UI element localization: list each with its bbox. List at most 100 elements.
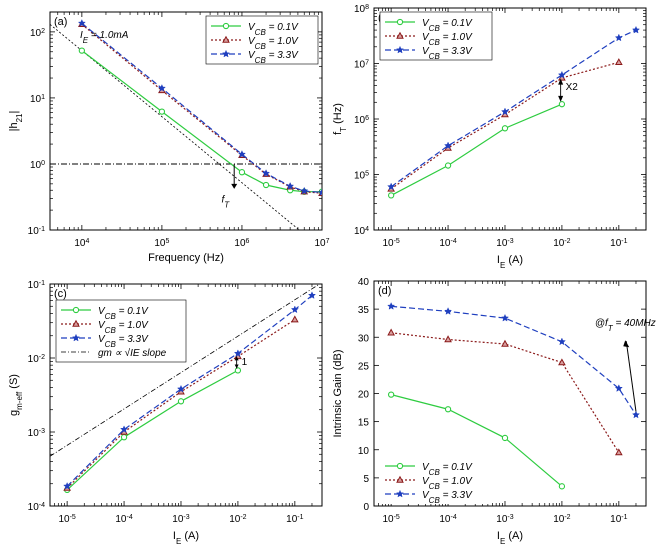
x-tick-label: 10-2 (553, 514, 570, 526)
legend-marker (396, 475, 404, 483)
data-point (262, 181, 270, 189)
data-point (233, 349, 242, 357)
series-1.0V (387, 328, 623, 456)
plot-area (50, 19, 322, 230)
x-tick-label: 10-3 (496, 514, 513, 526)
x-axis-label: Frequency (Hz) (148, 252, 224, 264)
y-tick-label: 15 (358, 418, 370, 429)
x-tick-label: 10-3 (172, 514, 189, 526)
legend-entry: VCB = 1.0V (422, 32, 473, 47)
y-tick-label: 25 (358, 361, 370, 372)
data-point (501, 434, 509, 442)
x-tick-label: 10-4 (439, 514, 456, 526)
data-point (500, 107, 510, 116)
data-point (120, 434, 128, 441)
plot-area (50, 284, 321, 494)
data-point (614, 384, 623, 392)
series-3.3V (387, 25, 641, 191)
x-tick-label: 10-1 (286, 514, 303, 526)
y-axis-label: |h21| (8, 111, 24, 132)
rolloff-extrapolation (50, 24, 300, 230)
legend-marker (221, 49, 231, 58)
legend-entry: VCB = 1.0V (248, 36, 299, 51)
data-point (631, 25, 641, 34)
legend-entry: VCB = 0.1V (422, 18, 473, 33)
data-point (614, 33, 623, 42)
y-tick-label: 10-2 (28, 354, 45, 366)
x-tick-label: 106 (234, 238, 249, 250)
data-point (631, 410, 641, 419)
legend-entry: VCB = 0.1V (422, 462, 473, 477)
annotation-ft: @fT = 40MHz (595, 318, 656, 333)
annotation-current: IE = 1.0mA (80, 30, 129, 45)
y-tick-label: 106 (354, 115, 369, 127)
ft-arrow-head (231, 183, 238, 189)
y-tick-label: 0 (363, 502, 369, 513)
data-point (238, 169, 246, 176)
y-tick-label: 10-4 (28, 502, 45, 514)
data-point (387, 302, 396, 310)
plot-area (387, 25, 641, 199)
annotation-x2: X2 (566, 82, 579, 93)
data-point (157, 84, 166, 92)
x-tick-label: 104 (74, 238, 89, 250)
data-point (558, 358, 566, 366)
series-0.1V (63, 367, 242, 494)
data-point (158, 108, 166, 115)
legend-marker (396, 18, 404, 26)
data-point (557, 337, 566, 346)
data-point (300, 186, 309, 195)
data-point (444, 406, 452, 413)
y-tick-label: 108 (354, 4, 369, 16)
data-point (77, 19, 86, 27)
legend-marker (222, 22, 230, 30)
data-point (286, 181, 295, 190)
data-point (444, 335, 452, 343)
data-point (614, 448, 623, 456)
y-tick-label: 10-1 (28, 226, 45, 238)
ft-label: fT (222, 195, 231, 210)
data-point (120, 425, 129, 433)
data-point (317, 188, 322, 196)
data-point (501, 339, 509, 347)
y-axis-label: Intrinsic Gain (dB) (332, 349, 344, 437)
series-line (391, 305, 637, 416)
legend-entry: VCB = 0.1V (98, 306, 149, 321)
plot-area (387, 302, 641, 490)
data-point (307, 291, 317, 299)
data-point (177, 398, 185, 405)
x-tick-label: 10-4 (439, 238, 456, 250)
panel-b: 10-510-410-310-210-1104105106107108(b)IE… (332, 4, 647, 270)
ratio-arrow-head-up (234, 356, 239, 361)
x-axis-label: IE (A) (497, 530, 523, 546)
series-1.0V (387, 58, 623, 192)
series-3.3V (63, 291, 317, 490)
x-axis-label: IE (A) (173, 530, 199, 546)
x-tick-label: 10-2 (229, 514, 246, 526)
x-tick-label: 10-1 (610, 514, 627, 526)
data-point (176, 384, 186, 393)
y-tick-label: 102 (30, 27, 45, 39)
data-point (290, 315, 299, 323)
plot-frame (373, 7, 647, 231)
y-axis-label: fT (Hz) (332, 103, 348, 135)
panel-d: 10-5 10-4 10-3 10-2 10-1 0 5 10 15 20 25 30 35 40 (d) I… (332, 277, 656, 546)
y-tick-label: 10 (358, 446, 370, 457)
data-point (387, 328, 395, 336)
x-tick-label: 10-3 (496, 238, 513, 250)
ratio-arrow-head-down (234, 364, 239, 369)
legend-marker (395, 489, 405, 498)
plot-frame (49, 283, 323, 507)
series-3.3V (77, 19, 322, 196)
series-line (391, 332, 620, 453)
x2-arrow-head-down (558, 95, 564, 102)
data-point (237, 150, 247, 158)
legend-entry: VCB = 3.3V (98, 334, 149, 349)
x-tick-label: 107 (314, 238, 329, 250)
panel-c: 10-5 10-4 10-3 10-2 10-1 10-4 10-3 10-2 10-1 (c) I… (8, 280, 323, 546)
legend-entry: VCB = 1.0V (98, 320, 149, 335)
series-0.1V (387, 101, 566, 199)
series-3.3V (387, 302, 641, 419)
